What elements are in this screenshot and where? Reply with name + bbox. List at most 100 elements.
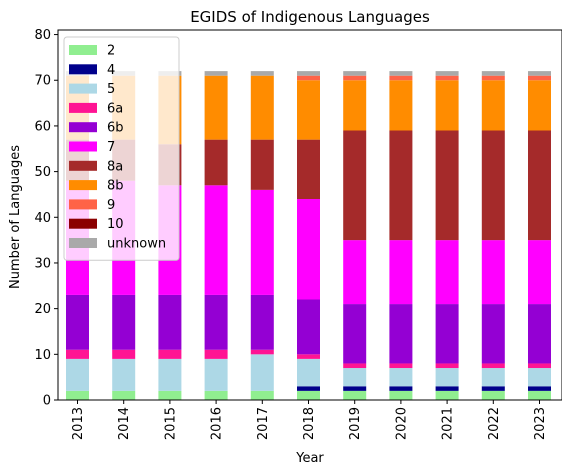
bar-2-2017 <box>250 390 274 400</box>
bar-unknown-2016 <box>204 71 228 76</box>
bar-6a-2018 <box>297 354 320 359</box>
bar-2-2023 <box>528 390 551 400</box>
bar-6b-2013 <box>66 294 89 350</box>
bar-unknown-2019 <box>343 71 367 76</box>
bar-6b-2015 <box>158 294 182 350</box>
legend-swatch-unknown <box>69 238 97 248</box>
x-axis-label: Year <box>295 451 324 466</box>
legend-swatch-10 <box>69 218 97 229</box>
bar-5-2021 <box>435 368 459 387</box>
bar-unknown-2022 <box>481 71 505 76</box>
bar-8a-2023 <box>528 130 551 241</box>
bar-4-2019 <box>343 386 367 391</box>
plot-frame <box>57 29 562 401</box>
bar-8a-2016 <box>204 139 228 186</box>
bar-2-2019 <box>343 390 367 400</box>
bar-4-2022 <box>481 386 505 391</box>
bar-7-2021 <box>435 240 459 305</box>
x-tick-label: 2019 <box>348 407 363 440</box>
y-tick-label: 30 <box>34 256 51 271</box>
bar-8b-2018 <box>297 80 320 140</box>
bar-6b-2021 <box>435 304 459 364</box>
bar-5-2014 <box>112 358 136 391</box>
legend-swatch-8b <box>69 180 97 191</box>
x-tick-label: 2020 <box>394 407 409 440</box>
bar-8b-2016 <box>204 75 228 140</box>
bar-unknown-2021 <box>435 71 459 76</box>
bar-6a-2020 <box>389 363 413 369</box>
bar-2-2021 <box>435 390 459 400</box>
bar-6a-2015 <box>158 349 182 359</box>
legend-swatch-6b <box>69 122 97 133</box>
bar-5-2022 <box>481 368 505 387</box>
bar-7-2018 <box>297 199 320 300</box>
x-tick-label: 2023 <box>533 407 548 440</box>
bar-8a-2019 <box>343 130 367 241</box>
bar-2-2016 <box>204 390 228 400</box>
bar-7-2016 <box>204 185 228 295</box>
bar-9-2022 <box>481 75 505 81</box>
legend-label-5: 5 <box>107 82 115 97</box>
legend-label-unknown: unknown <box>107 237 166 252</box>
legend-label-9: 9 <box>107 198 115 213</box>
bar-6a-2016 <box>204 349 228 359</box>
bar-5-2015 <box>158 358 182 391</box>
y-tick-label: 50 <box>34 165 51 180</box>
legend-label-8b: 8b <box>107 179 124 194</box>
bar-6b-2019 <box>343 304 367 364</box>
x-tick-label: 2018 <box>302 407 317 440</box>
legend-swatch-4 <box>69 64 97 75</box>
x-tick-label: 2015 <box>163 407 178 440</box>
legend-label-6a: 6a <box>107 101 123 116</box>
legend-label-2: 2 <box>107 44 115 59</box>
bar-6b-2018 <box>297 299 320 355</box>
bar-9-2023 <box>528 75 551 81</box>
y-tick-label: 20 <box>34 302 51 317</box>
bar-5-2016 <box>204 358 228 391</box>
bar-6b-2022 <box>481 304 505 364</box>
bar-6b-2023 <box>528 304 551 364</box>
bar-6a-2022 <box>481 363 505 369</box>
bar-4-2021 <box>435 386 459 391</box>
y-tick-label: 60 <box>34 119 51 134</box>
bar-6b-2020 <box>389 304 413 364</box>
bar-7-2019 <box>343 240 367 305</box>
legend: 2 4 5 6a 6b 7 8a 8b 9 10 unknown <box>63 36 180 261</box>
x-tick-label: 2017 <box>256 407 271 440</box>
bar-6b-2014 <box>112 294 136 350</box>
bar-4-2020 <box>389 386 413 391</box>
y-tick-label: 40 <box>34 211 51 226</box>
bar-5-2020 <box>389 368 413 387</box>
bar-7-2023 <box>528 240 551 305</box>
x-tick-label: 2022 <box>487 407 502 440</box>
bar-2-2018 <box>297 390 320 400</box>
legend-label-7: 7 <box>107 140 115 155</box>
bar-7-2022 <box>481 240 505 305</box>
bar-9-2020 <box>389 75 413 81</box>
bar-8a-2021 <box>435 130 459 241</box>
x-tick-label: 2021 <box>441 407 456 440</box>
bar-2-2014 <box>112 390 136 400</box>
bar-6a-2014 <box>112 349 136 359</box>
bar-5-2019 <box>343 368 367 387</box>
y-tick-label: 0 <box>43 394 51 409</box>
bar-2-2020 <box>389 390 413 400</box>
bar-8a-2018 <box>297 139 320 200</box>
bar-8a-2017 <box>250 139 274 190</box>
legend-swatch-6a <box>69 102 97 113</box>
bar-9-2019 <box>343 75 367 81</box>
axes-group: 0 10 20 30 40 50 60 70 80 2013 2014 2015 2016 2017 201… <box>34 28 548 440</box>
y-tick-label: 70 <box>34 74 51 89</box>
bar-2-2015 <box>158 390 182 400</box>
legend-label-10: 10 <box>107 217 124 232</box>
legend-swatch-2 <box>69 45 97 55</box>
bar-6a-2021 <box>435 363 459 369</box>
bar-2-2013 <box>66 390 89 400</box>
y-tick-label: 80 <box>34 28 51 43</box>
legend-swatch-5 <box>69 83 97 94</box>
bar-5-2023 <box>528 368 551 387</box>
legend-swatch-9 <box>69 199 97 210</box>
bar-8b-2023 <box>528 80 551 131</box>
bar-4-2018 <box>297 386 320 391</box>
